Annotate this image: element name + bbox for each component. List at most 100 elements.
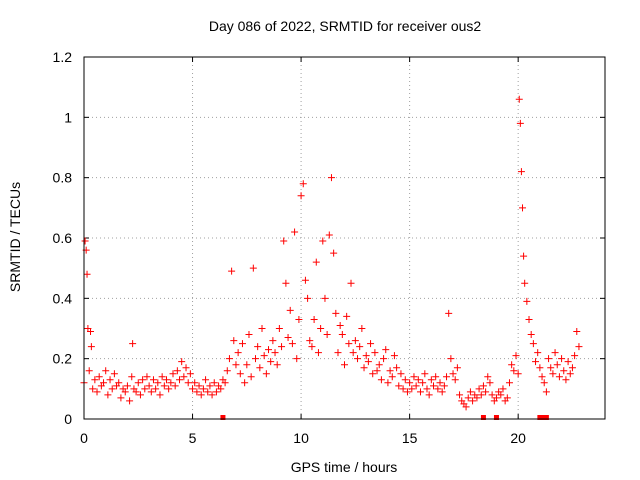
data-point: [147, 388, 155, 396]
data-point: [110, 370, 118, 378]
data-point: [102, 367, 110, 375]
data-point: [505, 379, 513, 387]
data-point: [304, 294, 312, 302]
data-point: [128, 373, 136, 381]
data-point: [538, 373, 546, 381]
data-point: [308, 343, 316, 351]
data-point: [343, 312, 351, 320]
data-point: [197, 391, 205, 399]
data-point: [358, 325, 366, 332]
plot-frame: [83, 56, 606, 420]
data-point: [108, 385, 116, 393]
data-point: [475, 385, 483, 393]
data-point: [93, 388, 101, 396]
data-point: [477, 391, 485, 399]
data-point: [347, 279, 355, 287]
data-point: [149, 376, 157, 384]
data-point: [221, 379, 229, 387]
data-point: [425, 391, 433, 399]
data-point: [286, 306, 294, 314]
data-point: [440, 382, 448, 390]
data-point: [139, 376, 147, 384]
x-axis-label: GPS time / hours: [291, 459, 398, 475]
data-point: [265, 346, 273, 354]
data-point: [171, 382, 179, 390]
data-point: [466, 388, 474, 396]
data-point: [499, 385, 507, 393]
data-point: [254, 343, 262, 351]
data-point: [532, 358, 540, 366]
data-point: [299, 180, 307, 188]
data-point: [180, 373, 188, 381]
data-point: [453, 364, 461, 372]
data-point: [566, 370, 574, 378]
data-point: [482, 388, 490, 396]
data-point: [275, 325, 283, 332]
data-point: [87, 343, 95, 351]
data-point: [241, 379, 249, 387]
data-point: [527, 331, 535, 339]
data-point: [132, 388, 140, 396]
data-point: [238, 340, 246, 348]
data-point: [375, 361, 383, 369]
data-point: [462, 403, 470, 411]
y-tick-label: 0.2: [53, 351, 73, 367]
data-point: [243, 361, 251, 369]
data-point: [416, 388, 424, 396]
data-point: [273, 361, 281, 369]
data-point: [395, 382, 403, 390]
data-point: [445, 309, 453, 317]
data-point: [449, 370, 457, 378]
data-point: [314, 349, 322, 357]
data-point: [410, 373, 418, 381]
data-point: [434, 385, 442, 393]
data-point: [497, 391, 505, 399]
data-point: [210, 379, 218, 387]
data-point: [267, 358, 275, 366]
baseline-marker: [480, 415, 486, 420]
data-point: [464, 394, 472, 402]
data-point: [291, 228, 299, 236]
data-point: [225, 355, 233, 363]
data-point: [121, 388, 129, 396]
data-point: [85, 367, 93, 375]
data-point: [184, 379, 192, 387]
data-point: [436, 379, 444, 387]
data-point: [338, 331, 346, 339]
data-point: [382, 346, 390, 354]
data-point: [515, 95, 523, 103]
chart-title: Day 086 of 2022, SRMTID for receiver ous…: [209, 18, 482, 34]
data-point: [447, 355, 455, 363]
axis-ticks: 0 5 10 15 20 0 0.2 0.4 0.6 0.8 1 1.2: [53, 49, 605, 446]
data-point: [406, 379, 414, 387]
data-point: [191, 379, 199, 387]
data-point: [521, 279, 529, 287]
data-point: [260, 352, 268, 360]
data-point: [367, 340, 375, 348]
data-point: [117, 394, 125, 402]
data-point: [280, 237, 288, 245]
data-point: [129, 340, 137, 348]
data-point: [104, 391, 112, 399]
data-point: [549, 370, 557, 378]
data-point: [403, 388, 411, 396]
data-point: [228, 267, 236, 275]
data-points: [80, 95, 583, 420]
data-point: [451, 376, 459, 384]
data-point: [223, 367, 231, 375]
data-point: [212, 388, 220, 396]
data-point: [517, 168, 525, 176]
data-point: [432, 373, 440, 381]
data-point: [536, 364, 544, 372]
data-point: [295, 315, 303, 323]
data-point: [456, 391, 464, 399]
data-point: [553, 361, 561, 369]
data-point: [330, 249, 338, 257]
data-point: [516, 119, 524, 127]
data-point: [154, 379, 162, 387]
data-point: [525, 315, 533, 323]
data-point: [492, 394, 500, 402]
data-point: [401, 376, 409, 384]
data-point: [189, 385, 197, 393]
data-point: [284, 334, 292, 342]
